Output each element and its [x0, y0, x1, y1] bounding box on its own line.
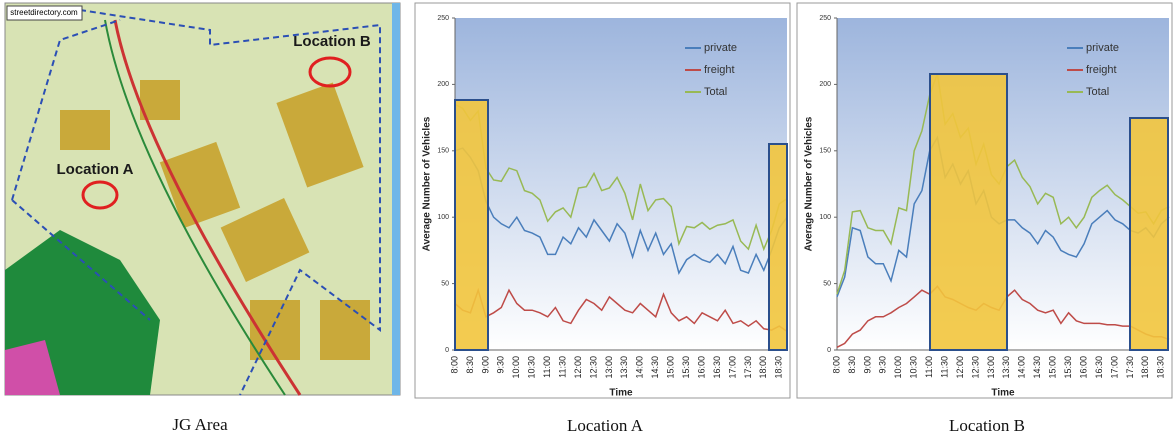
x-tick-label: 17:30	[743, 356, 753, 379]
x-tick-label: 11:30	[557, 356, 567, 378]
x-tick-label: 14:00	[1017, 356, 1027, 379]
series-line	[454, 147, 788, 275]
x-tick-label: 15:00	[666, 356, 676, 379]
x-tick-label: 13:00	[986, 356, 996, 379]
area	[5, 340, 60, 395]
y-tick-label: 100	[819, 214, 831, 221]
x-axis-title: Time	[991, 388, 1015, 399]
watermark: streetdirectory.com	[10, 8, 78, 17]
y-tick-label: 150	[819, 148, 831, 155]
x-tick-label: 13:30	[1001, 356, 1011, 379]
x-tick-label: 16:30	[712, 356, 722, 379]
x-tick-label: 8:00	[831, 356, 841, 374]
x-tick-label: 9:30	[496, 356, 506, 374]
x-tick-label: 12:30	[588, 356, 598, 379]
caption: Location B	[949, 416, 1025, 435]
x-tick-label: 14:30	[650, 356, 660, 379]
y-tick-label: 250	[437, 15, 449, 22]
x-tick-label: 12:00	[573, 356, 583, 379]
legend-label: Total	[704, 86, 727, 98]
rail	[113, 19, 302, 396]
x-tick-label: 11:00	[924, 356, 934, 378]
x-tick-label: 16:00	[696, 356, 706, 379]
x-tick-label: 17:30	[1125, 356, 1135, 379]
x-tick-label: 15:30	[681, 356, 691, 379]
map-label: Location B	[293, 33, 371, 50]
y-tick-label: 50	[441, 280, 449, 287]
x-tick-label: 13:00	[604, 356, 614, 379]
building	[276, 82, 364, 188]
x-tick-label: 16:30	[1094, 356, 1104, 379]
x-tick-label: 10:00	[511, 356, 521, 379]
x-tick-label: 16:00	[1078, 356, 1088, 379]
marker-b	[308, 56, 352, 88]
x-tick-label: 11:30	[939, 356, 949, 378]
x-tick-label: 10:30	[527, 356, 537, 379]
x-tick-label: 12:30	[970, 356, 980, 379]
map: streetdirectory.com Location A Location …	[4, 2, 401, 434]
series-line	[454, 103, 788, 252]
y-tick-label: 150	[437, 148, 449, 155]
caption: JG Area	[172, 415, 228, 434]
x-tick-label: 18:00	[1140, 356, 1150, 379]
map-label: Location A	[57, 161, 134, 178]
x-tick-label: 13:30	[619, 356, 629, 379]
highlight	[929, 73, 1008, 351]
building	[159, 141, 241, 229]
x-tick-label: 9:30	[878, 356, 888, 374]
x-tick-label: 14:00	[635, 356, 645, 379]
y-tick-label: 200	[819, 81, 831, 88]
x-tick-label: 10:30	[909, 356, 919, 379]
y-tick-label: 200	[437, 81, 449, 88]
x-tick-label: 17:00	[727, 356, 737, 379]
x-tick-label: 18:00	[758, 356, 768, 379]
road	[104, 19, 286, 396]
x-tick-label: 8:00	[449, 356, 459, 374]
y-tick-label: 100	[437, 214, 449, 221]
highlight	[1129, 117, 1169, 351]
caption: Location A	[567, 416, 644, 435]
x-tick-label: 15:00	[1048, 356, 1058, 379]
x-tick-label: 8:30	[847, 356, 857, 374]
x-tick-label: 10:00	[893, 356, 903, 379]
x-tick-label: 9:00	[862, 356, 872, 374]
highlight	[454, 99, 489, 351]
x-tick-label: 14:30	[1032, 356, 1042, 379]
legend-label: private	[704, 42, 737, 54]
y-tick-label: 0	[827, 347, 831, 354]
y-axis-title: Average Number of Vehicles	[422, 116, 433, 251]
y-tick-label: 50	[823, 280, 831, 287]
watermark-box	[6, 5, 83, 21]
legend-label: freight	[1086, 64, 1117, 76]
x-tick-label: 11:00	[542, 356, 552, 378]
water	[392, 3, 400, 395]
building	[320, 300, 370, 360]
legend-label: freight	[704, 64, 735, 76]
marker-a	[81, 180, 119, 210]
y-tick-label: 250	[819, 15, 831, 22]
x-tick-label: 18:30	[774, 356, 784, 379]
building	[140, 80, 180, 120]
y-axis-title: Average Number of Vehicles	[804, 116, 815, 251]
building	[60, 110, 110, 150]
building	[220, 198, 310, 282]
x-tick-label: 9:00	[480, 356, 490, 374]
x-tick-label: 15:30	[1063, 356, 1073, 379]
charts: 0 50 100 150 200 250 8:00 8:30 9:00 9:30 10:00 10:3…	[414, 2, 1173, 435]
x-tick-label: 12:00	[955, 356, 965, 379]
boundary	[11, 9, 381, 396]
series-line	[454, 287, 788, 333]
legend-label: private	[1086, 42, 1119, 54]
legend-label: Total	[1086, 86, 1109, 98]
x-axis-title: Time	[609, 388, 633, 399]
x-tick-label: 18:30	[1156, 356, 1166, 379]
highlight	[768, 143, 788, 351]
highlights	[454, 73, 1169, 351]
x-tick-label: 8:30	[465, 356, 475, 374]
y-tick-label: 0	[445, 347, 449, 354]
x-tick-label: 17:00	[1109, 356, 1119, 379]
